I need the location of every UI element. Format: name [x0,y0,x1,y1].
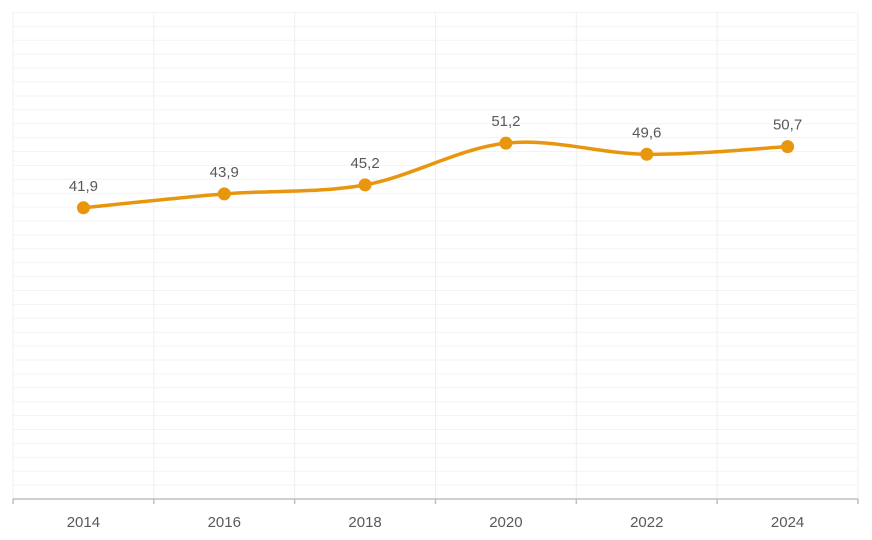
data-point-markers [76,136,795,215]
data-label-2018: 45,2 [350,155,379,172]
data-point-marker-2020 [499,136,513,150]
series-line [81,140,790,210]
data-point-marker-2018 [358,178,372,192]
data-point-marker-2024 [781,140,795,154]
x-axis [12,498,859,504]
x-axis-label-2014: 2014 [67,514,100,531]
x-axis-label-2024: 2024 [771,514,804,531]
x-axis-label-2018: 2018 [348,514,381,531]
x-axis-label-2016: 2016 [208,514,241,531]
data-point-marker-2022 [640,147,654,161]
gridlines-vertical [12,12,859,499]
x-axis-label-2020: 2020 [489,514,522,531]
data-label-2022: 49,6 [632,124,661,141]
data-point-marker-2014 [76,201,90,215]
data-label-2014: 41,9 [69,178,98,195]
data-labels: 41,9 43,9 45,2 51,2 49,6 50,7 [69,113,802,195]
data-label-2024: 50,7 [773,117,802,134]
x-axis-labels: 2014 2016 2018 2020 2022 2024 [67,514,805,531]
x-axis-label-2022: 2022 [630,514,663,531]
data-label-2016: 43,9 [210,164,239,181]
data-label-2020: 51,2 [491,113,520,130]
data-point-marker-2016 [217,187,231,201]
